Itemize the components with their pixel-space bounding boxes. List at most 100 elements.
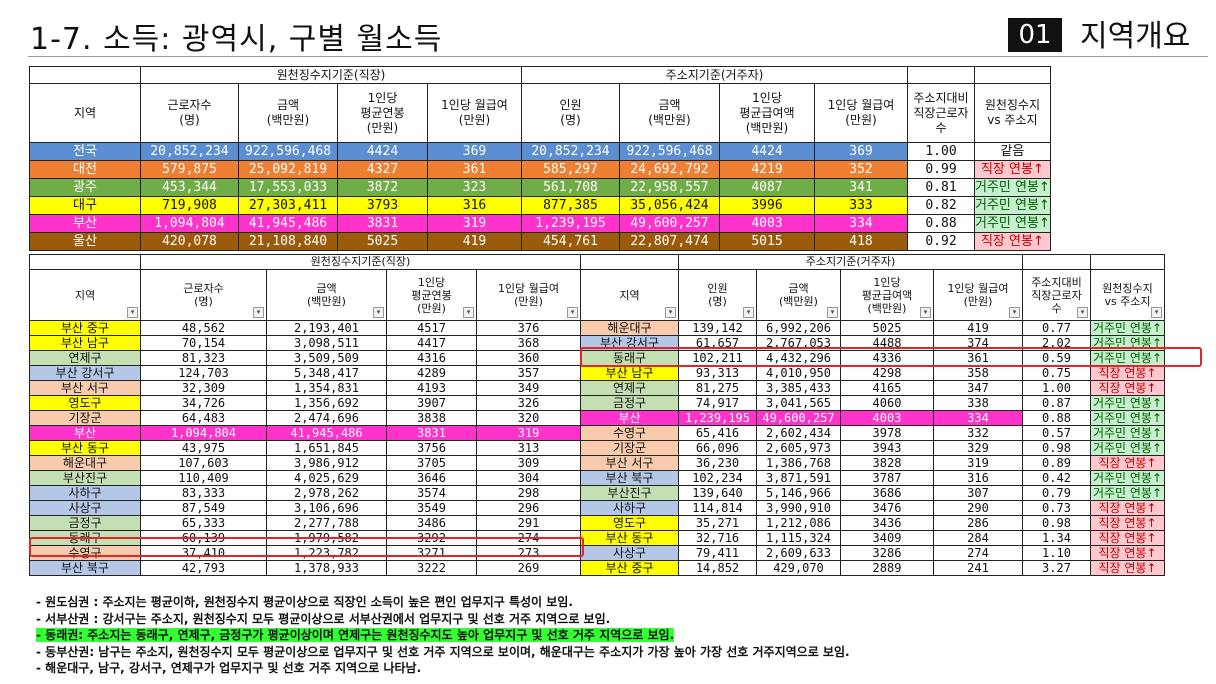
value-cell: 49,600,257	[619, 214, 720, 233]
table-row: 부산 동구 43,975 1,651,845 3756 313	[29, 440, 581, 456]
value-cell: 419	[427, 232, 522, 251]
column-header-label: 지역	[73, 105, 97, 120]
table-row: 부산 서구 32,309 1,354,831 4193 349	[29, 380, 581, 396]
column-header-label: 금액 (백만원)	[307, 282, 346, 308]
table-row: 사상구 79,411 2,609,633 3286 274 1.10 직장 연봉↑	[580, 545, 1165, 561]
value-cell: 5025	[337, 232, 428, 251]
value-cell: 3872	[337, 178, 428, 197]
filter-dropdown-icon[interactable]: ▾	[1151, 307, 1162, 318]
ratio-cell: 0.82	[907, 196, 975, 215]
column-header-label: 1인당 평균연봉 (만원)	[411, 275, 452, 315]
value-cell: 338	[933, 395, 1023, 411]
table-row: 광주 453,344 17,553,033 3872 323 561,708 22,958,…	[29, 178, 1051, 197]
value-cell: 2,605,973	[756, 440, 841, 456]
region-cell: 부산	[29, 425, 141, 441]
ratio-cell: 0.88	[907, 214, 975, 233]
value-cell: 41,945,486	[266, 425, 387, 441]
value-cell: 286	[933, 515, 1023, 531]
table-row: 기장군 66,096 2,605,973 3943 329 0.98 거주민 연봉↑	[580, 440, 1165, 456]
value-cell: 2,978,262	[266, 485, 387, 501]
group-header-residence: 주소지기준(거주자)	[678, 254, 1023, 270]
filter-dropdown-icon[interactable]: ▾	[463, 307, 474, 318]
column-header-label: 지역	[619, 288, 640, 302]
value-cell: 102,234	[678, 470, 757, 486]
filter-dropdown-icon[interactable]: ▾	[373, 307, 384, 318]
filter-dropdown-icon[interactable]: ▾	[127, 307, 138, 318]
value-cell: 3,106,696	[266, 500, 387, 516]
column-header: 금액 (백만원)	[238, 83, 338, 143]
value-cell: 332	[933, 425, 1023, 441]
value-cell: 3838	[386, 410, 477, 426]
value-cell: 307	[933, 485, 1023, 501]
value-cell: 3,385,433	[756, 380, 841, 396]
value-cell: 32,716	[678, 530, 757, 546]
note-text: - 원도심권 : 주소지는 평균이하, 원천징수지 평균이상으로 직장인 소득이…	[36, 595, 573, 609]
filter-dropdown-icon[interactable]: ▾	[665, 307, 676, 318]
region-cell: 울산	[29, 232, 141, 251]
value-cell: 139,142	[678, 320, 757, 336]
value-cell: 42,793	[140, 560, 267, 576]
value-cell: 5,146,966	[756, 485, 841, 501]
filter-dropdown-icon[interactable]: ▾	[743, 307, 754, 318]
ratio-cell: 0.92	[907, 232, 975, 251]
value-cell: 41,945,486	[238, 214, 338, 233]
value-cell: 24,692,792	[619, 160, 720, 179]
note-line: - 해운대구, 남구, 강서구, 연제구가 업무지구 및 선호 거주 지역으로 …	[36, 660, 850, 677]
value-cell: 291	[476, 515, 581, 531]
value-cell: 3793	[337, 196, 428, 215]
comparison-cell: 거주민 연봉↑	[974, 196, 1051, 215]
value-cell: 2,277,788	[266, 515, 387, 531]
section-number-badge: 01	[1008, 18, 1062, 52]
value-cell: 3,990,910	[756, 500, 841, 516]
value-cell: 4003	[840, 410, 934, 426]
filter-dropdown-icon[interactable]: ▾	[253, 307, 264, 318]
value-cell: 4298	[840, 365, 934, 381]
value-cell: 87,549	[140, 500, 267, 516]
table-row: 금정구 74,917 3,041,565 4060 338 0.87 거주민 연봉↑	[580, 395, 1165, 411]
value-cell: 124,703	[140, 365, 267, 381]
value-cell: 20,852,234	[521, 142, 620, 161]
region-cell: 부산 서구	[580, 455, 679, 471]
column-header-label: 원천징수지 vs 주소지	[984, 98, 1041, 127]
value-cell: 585,297	[521, 160, 620, 179]
value-cell: 110,409	[140, 470, 267, 486]
value-cell: 561,708	[521, 178, 620, 197]
comparison-cell: 거주민 연봉↑	[1090, 425, 1165, 441]
value-cell: 81,323	[140, 350, 267, 366]
region-cell: 부산진구	[29, 470, 141, 486]
value-cell: 3409	[840, 530, 934, 546]
group-header-workplace: 원천징수지기준(직장)	[140, 254, 581, 270]
column-header-label: 근로자수 (명)	[183, 282, 224, 308]
value-cell: 319	[476, 425, 581, 441]
value-cell: 922,596,468	[619, 142, 720, 161]
filter-dropdown-icon[interactable]: ▾	[827, 307, 838, 318]
value-cell: 20,852,234	[140, 142, 239, 161]
note-text: - 서부산권 : 강서구는 주소지, 원천징수지 모두 평균이상으로 서부산권에…	[36, 611, 611, 626]
value-cell: 22,958,557	[619, 178, 720, 197]
value-cell: 313	[476, 440, 581, 456]
column-header-label: 1인당 월급여 (만원)	[827, 98, 895, 127]
value-cell: 3286	[840, 545, 934, 561]
region-cell: 부산 중구	[580, 560, 679, 576]
comparison-cell: 직장 연봉↑	[1090, 545, 1165, 561]
value-cell: 2889	[840, 560, 934, 576]
value-cell: 21,108,840	[238, 232, 338, 251]
filter-dropdown-icon[interactable]: ▾	[567, 307, 578, 318]
value-cell: 2,602,434	[756, 425, 841, 441]
filter-dropdown-icon[interactable]: ▾	[1009, 307, 1020, 318]
column-header: 원천징수지 vs 주소지	[974, 83, 1051, 143]
value-cell: 1,354,831	[266, 380, 387, 396]
value-cell: 326	[476, 395, 581, 411]
filter-dropdown-icon[interactable]: ▾	[920, 307, 931, 318]
filter-dropdown-icon[interactable]: ▾	[1077, 307, 1088, 318]
note-line: - 동부산권: 남구는 주소지, 원천징수지 모두 평균이상으로 업무지구 및 …	[36, 644, 850, 661]
table-row: 사상구 87,549 3,106,696 3549 296	[29, 500, 581, 516]
value-cell: 1,356,692	[266, 395, 387, 411]
value-cell: 27,303,411	[238, 196, 338, 215]
region-cell: 해운대구	[29, 455, 141, 471]
table-row: 수영구 65,416 2,602,434 3978 332 0.57 거주민 연봉↑	[580, 425, 1165, 441]
value-cell: 329	[933, 440, 1023, 456]
column-header: 금액 (백만원)	[619, 83, 720, 143]
value-cell: 3,098,511	[266, 335, 387, 351]
value-cell: 1,239,195	[678, 410, 757, 426]
